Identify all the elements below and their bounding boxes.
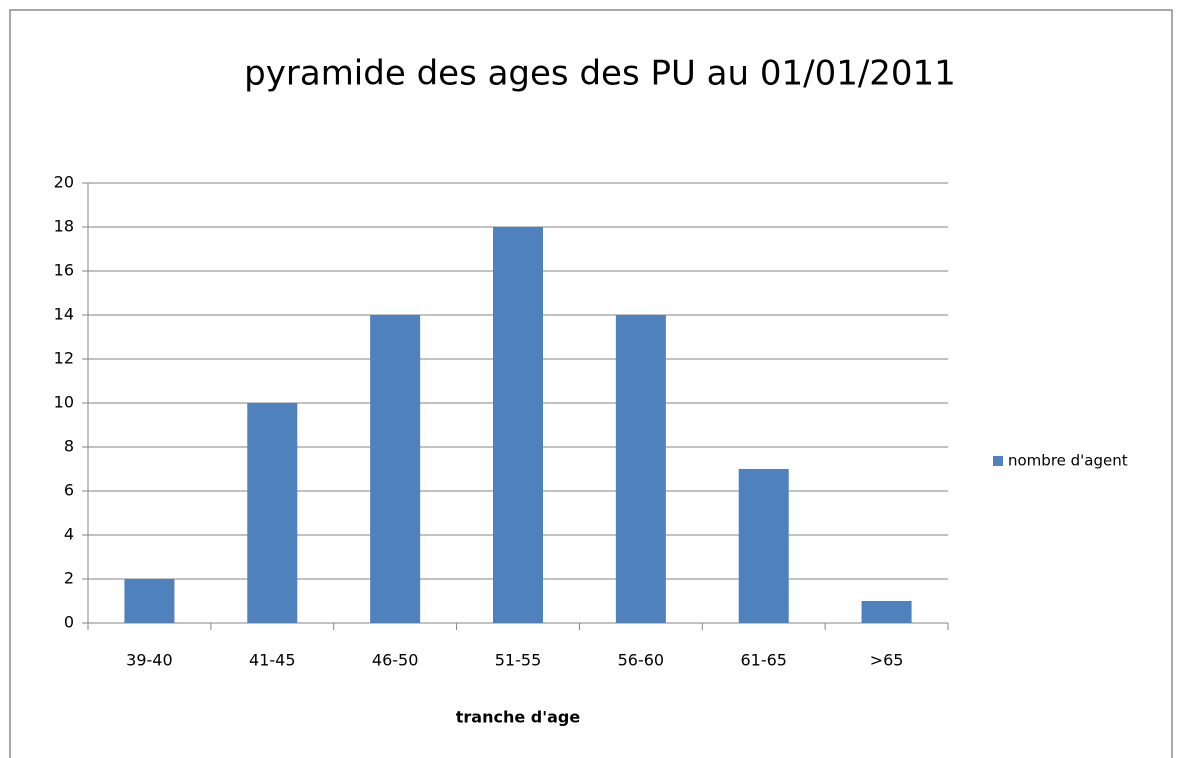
y-tick-label: 2: [64, 569, 74, 588]
y-tick-label: 4: [64, 525, 74, 544]
x-tick-label: 61-65: [740, 651, 787, 670]
y-tick-label: 18: [54, 217, 74, 236]
bar: [247, 403, 298, 623]
x-tick-label: 56-60: [618, 651, 665, 670]
y-tick-label: 8: [64, 437, 74, 456]
y-tick-label: 12: [54, 349, 74, 368]
x-axis-label: tranche d'age: [456, 708, 581, 727]
bar: [861, 601, 912, 623]
bar: [738, 469, 789, 623]
y-tick-label: 20: [54, 173, 74, 192]
x-tick-label: 51-55: [495, 651, 542, 670]
legend-label: nombre d'agent: [1008, 452, 1128, 470]
x-tick-label: >65: [870, 651, 904, 670]
bar: [370, 315, 421, 623]
bar: [493, 227, 543, 623]
y-tick-label: 14: [54, 305, 74, 324]
legend-swatch: [993, 456, 1003, 466]
y-tick-label: 16: [54, 261, 74, 280]
bar: [615, 315, 666, 623]
x-tick-label: 39-40: [126, 651, 173, 670]
y-tick-label: 10: [54, 393, 74, 412]
chart-title: pyramide des ages des PU au 01/01/2011: [244, 54, 956, 94]
bar: [124, 579, 175, 623]
x-tick-label: 41-45: [249, 651, 296, 670]
y-tick-label: 6: [64, 481, 74, 500]
chart-border: [9, 9, 1173, 758]
x-tick-label: 46-50: [372, 651, 419, 670]
y-tick-label: 0: [64, 613, 74, 632]
